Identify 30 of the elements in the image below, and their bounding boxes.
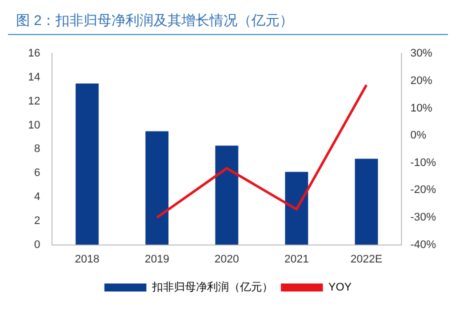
- y2-tick-label: 10%: [410, 102, 433, 114]
- y2-tick-label: 30%: [410, 48, 433, 60]
- y-tick-label: 14: [28, 72, 40, 84]
- chart-title: 图 2：扣非归母净利润及其增长情况（亿元）: [8, 8, 448, 35]
- x-tick-label: 2021: [284, 253, 309, 266]
- legend-label: YOY: [328, 282, 352, 294]
- y-tick-label: 12: [28, 95, 40, 108]
- y-tick-label: 0: [34, 238, 40, 251]
- bar: [145, 131, 168, 245]
- x-tick-label: 2018: [74, 253, 100, 266]
- x-tick-label: 2020: [214, 253, 240, 266]
- legend-label: 扣非归母净利润（亿元）: [150, 280, 273, 294]
- y-tick-label: 4: [34, 191, 40, 204]
- bar: [76, 83, 99, 245]
- y-tick-label: 2: [34, 214, 40, 227]
- y-tick-label: 10: [28, 119, 40, 132]
- bar: [354, 158, 378, 245]
- y-tick-label: 6: [34, 167, 40, 180]
- y-tick-label: 8: [34, 143, 40, 156]
- y2-tick-label: 0%: [410, 130, 426, 142]
- y2-tick-label: -40%: [410, 238, 436, 251]
- x-tick-label: 2022E: [350, 253, 382, 266]
- x-tick-label: 2019: [144, 253, 170, 266]
- bar: [215, 146, 238, 245]
- y2-tick-label: -10%: [410, 156, 436, 169]
- y2-tick-label: 20%: [410, 74, 433, 87]
- bar: [285, 172, 308, 245]
- y2-tick-label: -20%: [410, 184, 436, 196]
- y-tick-label: 16: [28, 48, 40, 60]
- y2-tick-label: -30%: [410, 212, 436, 224]
